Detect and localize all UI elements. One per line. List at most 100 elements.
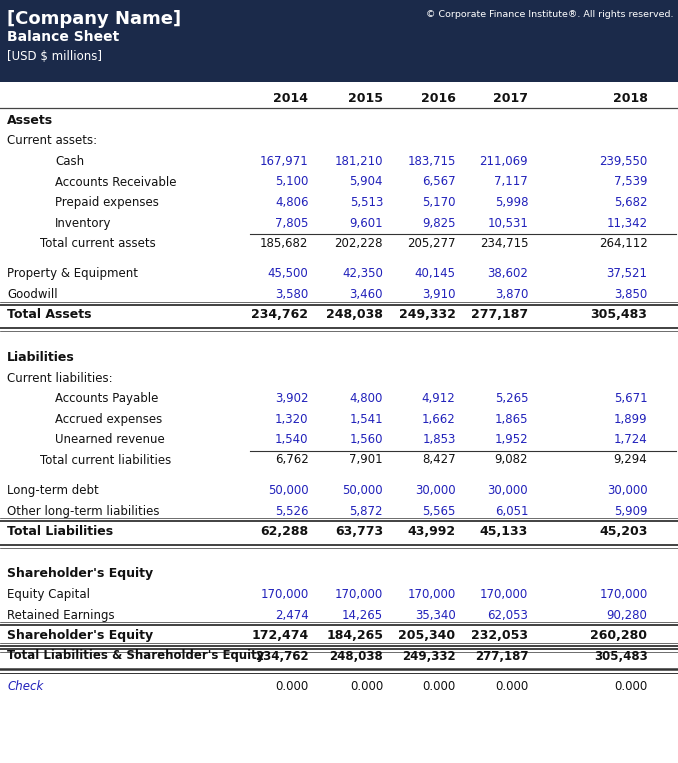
Text: Current assets:: Current assets: <box>7 134 97 147</box>
Text: 1,899: 1,899 <box>614 413 647 426</box>
Text: 3,460: 3,460 <box>350 288 383 301</box>
Text: Long-term debt: Long-term debt <box>7 484 99 497</box>
Text: Equity Capital: Equity Capital <box>7 588 90 601</box>
Text: 6,567: 6,567 <box>422 175 456 188</box>
Text: Other long-term liabilities: Other long-term liabilities <box>7 504 159 517</box>
Text: 62,053: 62,053 <box>487 609 528 622</box>
Text: 1,541: 1,541 <box>349 413 383 426</box>
Text: 184,265: 184,265 <box>326 629 383 642</box>
Text: 1,853: 1,853 <box>422 433 456 446</box>
Text: 3,580: 3,580 <box>275 288 308 301</box>
Text: 1,662: 1,662 <box>422 413 456 426</box>
Text: 249,332: 249,332 <box>402 649 456 662</box>
Text: 37,521: 37,521 <box>607 268 647 281</box>
Text: 3,850: 3,850 <box>614 288 647 301</box>
Text: 14,265: 14,265 <box>342 609 383 622</box>
Text: 205,277: 205,277 <box>407 237 456 250</box>
Text: 1,865: 1,865 <box>495 413 528 426</box>
Text: Prepaid expenses: Prepaid expenses <box>55 196 159 209</box>
Text: Total current liabilities: Total current liabilities <box>40 453 172 466</box>
Text: 7,805: 7,805 <box>275 217 308 230</box>
Text: 5,872: 5,872 <box>350 504 383 517</box>
Text: 264,112: 264,112 <box>599 237 647 250</box>
Text: 232,053: 232,053 <box>471 629 528 642</box>
Text: 248,038: 248,038 <box>330 649 383 662</box>
Text: 6,051: 6,051 <box>495 504 528 517</box>
Text: 0.000: 0.000 <box>422 680 456 693</box>
Text: 30,000: 30,000 <box>415 484 456 497</box>
Text: 62,288: 62,288 <box>260 525 308 538</box>
Text: 5,100: 5,100 <box>275 175 308 188</box>
Text: 5,513: 5,513 <box>350 196 383 209</box>
Text: Inventory: Inventory <box>55 217 111 230</box>
Bar <box>0 0 678 82</box>
Text: 6,762: 6,762 <box>275 453 308 466</box>
Text: 305,483: 305,483 <box>591 308 647 321</box>
Text: 38,602: 38,602 <box>487 268 528 281</box>
Text: 5,170: 5,170 <box>422 196 456 209</box>
Text: 248,038: 248,038 <box>326 308 383 321</box>
Text: Total current assets: Total current assets <box>40 237 156 250</box>
Text: 9,825: 9,825 <box>422 217 456 230</box>
Text: 4,806: 4,806 <box>275 196 308 209</box>
Text: 45,203: 45,203 <box>599 525 647 538</box>
Text: 170,000: 170,000 <box>407 588 456 601</box>
Text: 5,526: 5,526 <box>275 504 308 517</box>
Text: 42,350: 42,350 <box>342 268 383 281</box>
Text: Accounts Payable: Accounts Payable <box>55 392 159 405</box>
Text: 170,000: 170,000 <box>480 588 528 601</box>
Text: Accrued expenses: Accrued expenses <box>55 413 162 426</box>
Text: 239,550: 239,550 <box>599 155 647 168</box>
Text: 8,427: 8,427 <box>422 453 456 466</box>
Text: 5,671: 5,671 <box>614 392 647 405</box>
Text: 30,000: 30,000 <box>607 484 647 497</box>
Text: Check: Check <box>7 680 43 693</box>
Text: 50,000: 50,000 <box>342 484 383 497</box>
Text: 5,904: 5,904 <box>350 175 383 188</box>
Text: 63,773: 63,773 <box>335 525 383 538</box>
Text: 3,902: 3,902 <box>275 392 308 405</box>
Text: 1,560: 1,560 <box>350 433 383 446</box>
Text: 7,117: 7,117 <box>494 175 528 188</box>
Text: 234,762: 234,762 <box>252 308 308 321</box>
Text: 305,483: 305,483 <box>594 649 647 662</box>
Text: 5,265: 5,265 <box>495 392 528 405</box>
Text: 35,340: 35,340 <box>415 609 456 622</box>
Text: 4,912: 4,912 <box>422 392 456 405</box>
Text: 1,540: 1,540 <box>275 433 308 446</box>
Text: 185,682: 185,682 <box>260 237 308 250</box>
Text: Cash: Cash <box>55 155 84 168</box>
Text: 43,992: 43,992 <box>407 525 456 538</box>
Text: 45,500: 45,500 <box>268 268 308 281</box>
Text: 1,724: 1,724 <box>614 433 647 446</box>
Text: 277,187: 277,187 <box>471 308 528 321</box>
Text: © Corporate Finance Institute®. All rights reserved.: © Corporate Finance Institute®. All righ… <box>426 10 673 19</box>
Text: 5,909: 5,909 <box>614 504 647 517</box>
Text: 2,474: 2,474 <box>275 609 308 622</box>
Text: 2016: 2016 <box>421 92 456 105</box>
Text: Shareholder's Equity: Shareholder's Equity <box>7 629 153 642</box>
Text: 211,069: 211,069 <box>479 155 528 168</box>
Text: 0.000: 0.000 <box>275 680 308 693</box>
Text: 11,342: 11,342 <box>606 217 647 230</box>
Text: 9,294: 9,294 <box>614 453 647 466</box>
Text: 202,228: 202,228 <box>334 237 383 250</box>
Text: 167,971: 167,971 <box>260 155 308 168</box>
Text: 170,000: 170,000 <box>599 588 647 601</box>
Text: 3,870: 3,870 <box>495 288 528 301</box>
Text: Total Liabilities: Total Liabilities <box>7 525 113 538</box>
Text: 170,000: 170,000 <box>260 588 308 601</box>
Text: 30,000: 30,000 <box>487 484 528 497</box>
Text: Accounts Receivable: Accounts Receivable <box>55 175 176 188</box>
Text: 2015: 2015 <box>348 92 383 105</box>
Text: 181,210: 181,210 <box>334 155 383 168</box>
Text: 0.000: 0.000 <box>614 680 647 693</box>
Text: Property & Equipment: Property & Equipment <box>7 268 138 281</box>
Text: 249,332: 249,332 <box>399 308 456 321</box>
Text: 10,531: 10,531 <box>487 217 528 230</box>
Text: 2018: 2018 <box>613 92 647 105</box>
Text: 5,682: 5,682 <box>614 196 647 209</box>
Text: 0.000: 0.000 <box>495 680 528 693</box>
Text: 0.000: 0.000 <box>350 680 383 693</box>
Text: [Company Name]: [Company Name] <box>7 10 181 28</box>
